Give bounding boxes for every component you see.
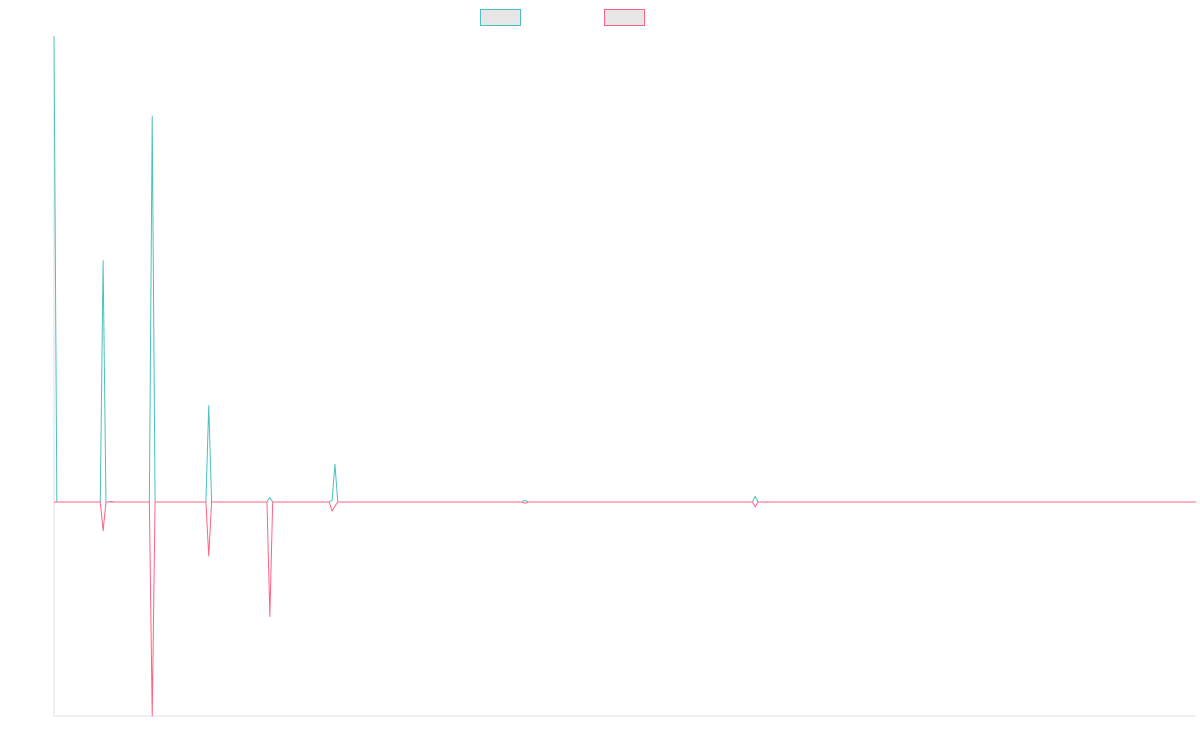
legend-swatch-2	[604, 9, 645, 26]
legend[interactable]	[480, 9, 645, 26]
legend-swatch-1	[480, 9, 521, 26]
axes	[53, 36, 1196, 717]
legend-item-2[interactable]	[604, 9, 645, 26]
series-line-2	[54, 501, 1196, 717]
legend-item-1[interactable]	[480, 9, 521, 26]
series-layer	[53, 35, 1196, 717]
series-line-1	[53, 35, 1196, 503]
